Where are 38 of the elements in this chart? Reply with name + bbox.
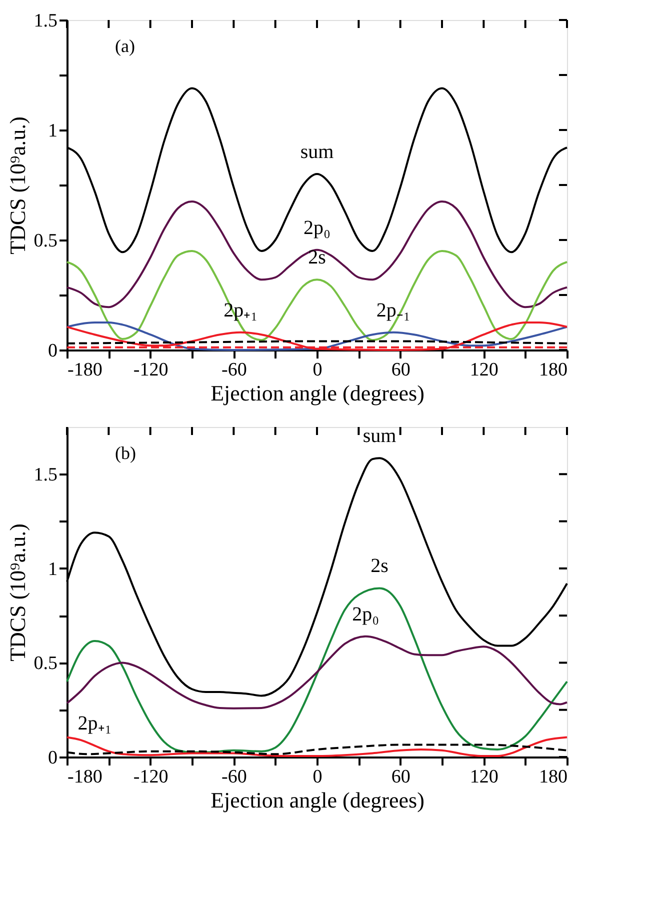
x-tick-label: -120 <box>133 766 168 788</box>
y-tick-label: 0.5 <box>34 653 58 674</box>
x-tick-label: -180 <box>68 360 102 380</box>
line-series <box>66 635 568 710</box>
y-tick-label: 0.5 <box>34 230 58 252</box>
annotation: 2s <box>308 246 326 269</box>
x-tick-label: 60 <box>391 766 410 788</box>
y-tick-label: 1 <box>48 120 58 142</box>
x-tick-label: -180 <box>68 766 102 788</box>
annotation: 2p₊₁ <box>78 712 112 735</box>
x-tick-label: 120 <box>470 360 498 380</box>
x-tick-label: -60 <box>222 360 247 380</box>
y-tick-label: 1.5 <box>34 464 58 486</box>
x-tick-label: 180 <box>539 360 568 380</box>
x-axis-title: Ejection angle (degrees) <box>210 788 424 812</box>
x-tick-label: 0 <box>312 360 322 380</box>
annotation: 2s <box>370 555 389 578</box>
annotation: 2p₀ <box>352 603 380 626</box>
y-axis-title: TDCS (10⁹a.u.) <box>4 116 30 254</box>
annotation: sum <box>300 141 334 163</box>
x-tick-label: -120 <box>133 360 168 380</box>
x-tick-label: 120 <box>470 766 498 788</box>
x-tick-label: 0 <box>312 766 322 788</box>
x-axis-title: Ejection angle (degrees) <box>210 380 424 406</box>
annotation: (b) <box>115 443 136 463</box>
x-tick-label: 180 <box>539 766 568 788</box>
annotation: 2p₀ <box>304 216 331 239</box>
y-tick-label: 1.5 <box>34 10 58 32</box>
y-tick-label: 1 <box>48 558 58 580</box>
y-tick-label: 0 <box>48 340 58 362</box>
y-tick-label: 0 <box>48 748 58 768</box>
annotation: sum <box>362 425 397 448</box>
y-axis-title: TDCS (10⁹a.u.) <box>4 524 30 662</box>
line-series <box>66 587 568 754</box>
annotation: (a) <box>115 36 135 56</box>
line-series <box>66 250 568 342</box>
x-tick-label: -60 <box>222 766 247 788</box>
x-tick-label: 60 <box>391 360 410 380</box>
